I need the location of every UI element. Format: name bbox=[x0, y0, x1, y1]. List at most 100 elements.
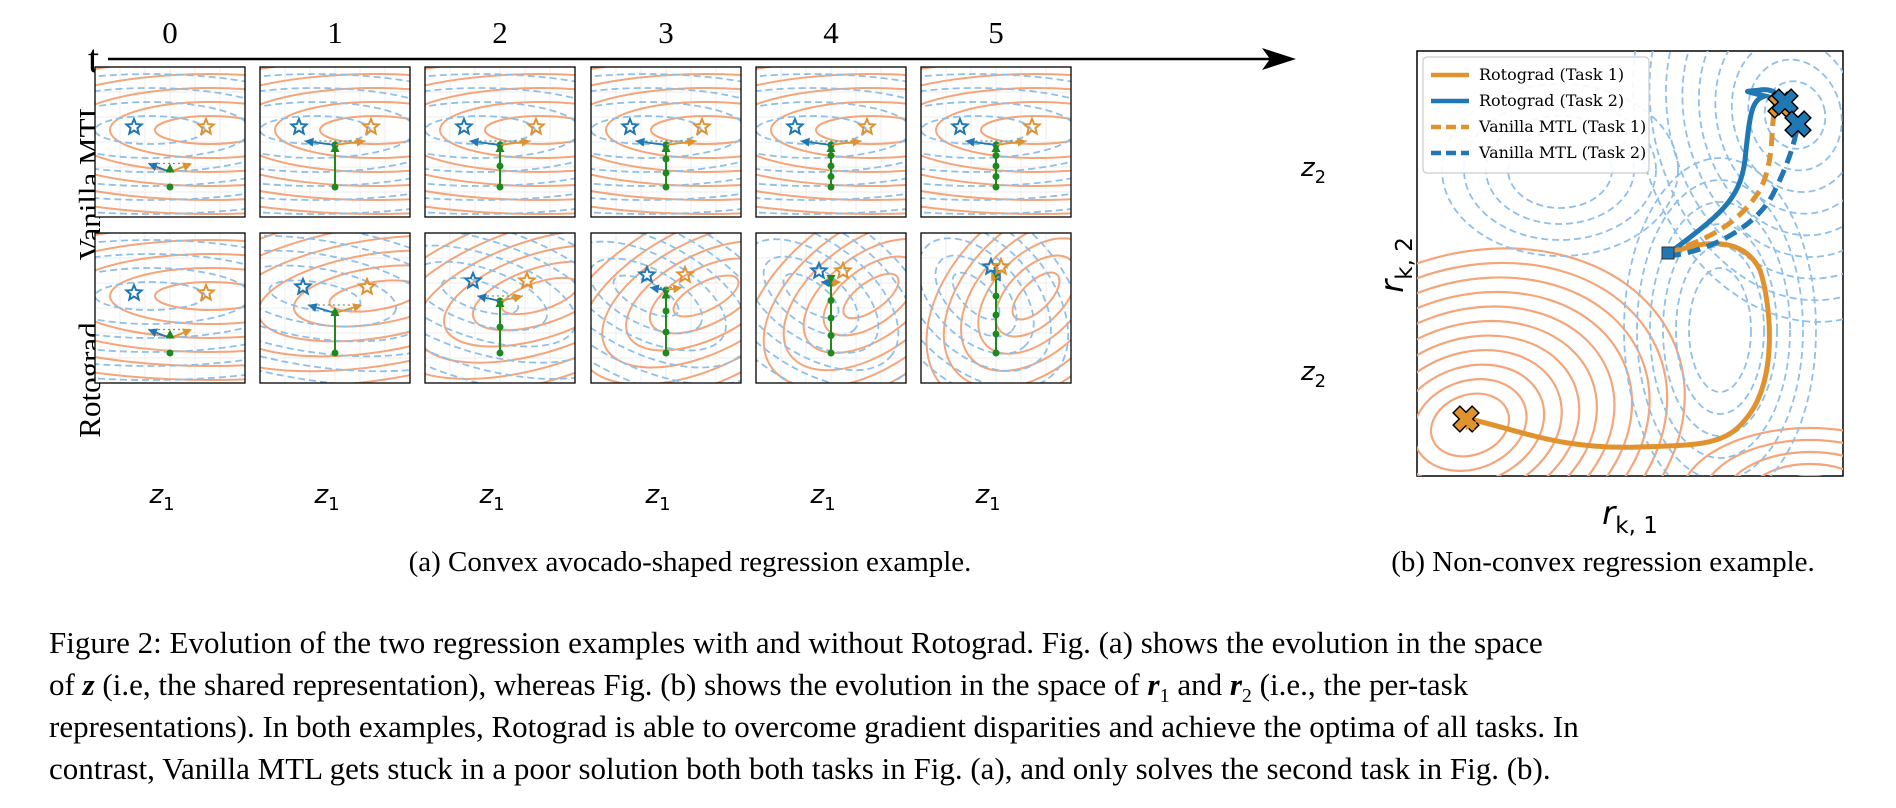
task1-gradient-head bbox=[672, 284, 683, 294]
task2-gradient bbox=[644, 141, 667, 146]
task1-gradient-head bbox=[181, 328, 192, 337]
shared-point bbox=[662, 349, 670, 357]
task2-gradient-head bbox=[649, 284, 660, 294]
z2-label: z2 bbox=[1300, 153, 1326, 188]
shared-point bbox=[662, 169, 670, 177]
task2-optimum-star-icon bbox=[619, 116, 641, 136]
panel-vanilla-t2 bbox=[424, 66, 576, 218]
task1-gradient-head bbox=[521, 137, 531, 147]
shared-point bbox=[992, 349, 1000, 357]
task1-gradient bbox=[334, 141, 357, 146]
time-tick-3: 3 bbox=[658, 15, 674, 50]
subcaption-a: (a) Convex avocado-shaped regression exa… bbox=[409, 546, 972, 578]
shared-point bbox=[992, 330, 1000, 338]
z1-label: z1 bbox=[478, 480, 504, 515]
panel-b: rk, 1 rk, 2 Rotograd (Task 1)Rotograd (T… bbox=[1373, 50, 1844, 539]
shared-point bbox=[992, 311, 1000, 319]
task2-gradient bbox=[313, 141, 336, 146]
task1-optimum-star-icon bbox=[516, 270, 538, 290]
task2-gradient-head bbox=[148, 328, 159, 337]
task1-optimum-star-icon bbox=[360, 116, 382, 136]
task1-gradient bbox=[499, 141, 522, 146]
task2-optimum-star-icon bbox=[949, 116, 971, 136]
task2-optimum-star-icon bbox=[784, 116, 806, 136]
caption-line-3: representations). In both examples, Roto… bbox=[49, 709, 1579, 744]
task1-optimum-star-icon bbox=[691, 116, 713, 136]
task1-gradient bbox=[665, 141, 688, 146]
task2-gradient-head bbox=[148, 162, 159, 171]
panel-vanilla-t3 bbox=[590, 66, 742, 218]
task1-gradient bbox=[334, 306, 354, 314]
shared-gradient-head bbox=[826, 275, 836, 284]
rotograd-task1-trajectory bbox=[1464, 241, 1772, 450]
task2-gradient bbox=[809, 141, 832, 146]
time-tick-4: 4 bbox=[823, 15, 839, 50]
task1-gradient bbox=[995, 141, 1018, 146]
task1-gradient-head bbox=[831, 278, 842, 288]
task1-optimum-star-icon bbox=[195, 116, 217, 136]
task1-optimum-star-icon bbox=[356, 276, 378, 296]
shared-point bbox=[331, 349, 339, 357]
panel-grid bbox=[94, 66, 1072, 384]
task2-optimum-star-icon bbox=[292, 276, 314, 296]
task1-optimum-star-icon bbox=[856, 116, 878, 136]
task2-optimum-star-icon bbox=[462, 270, 484, 290]
time-tick-0: 0 bbox=[162, 15, 178, 50]
panel-b-legend: Rotograd (Task 1) Rotograd (Task 2) Vanill… bbox=[1422, 56, 1650, 174]
panel-vanilla-t0 bbox=[94, 66, 246, 218]
z2-label: z2 bbox=[1300, 357, 1326, 392]
z1-label: z1 bbox=[974, 480, 1000, 515]
task1-gradient-head bbox=[1017, 137, 1027, 147]
panel-rotograd-t5 bbox=[920, 232, 1072, 384]
legend-entry: Rotograd (Task 2) bbox=[1431, 91, 1624, 110]
panel-vanilla-t4 bbox=[755, 66, 907, 218]
task2-optimum-star-icon bbox=[808, 260, 830, 280]
shared-gradient-head bbox=[165, 329, 175, 339]
task2-optimum-star-icon bbox=[123, 116, 145, 136]
time-axis: t 0 1 2 3 4 5 bbox=[88, 15, 1296, 81]
panel-rotograd-t1 bbox=[259, 232, 411, 384]
subcaption-b: (b) Non-convex regression example. bbox=[1391, 546, 1815, 578]
task1-optimum-star-icon bbox=[674, 264, 696, 284]
time-tick-5: 5 bbox=[988, 15, 1004, 50]
shared-point bbox=[496, 349, 504, 357]
task2-gradient-head bbox=[477, 293, 487, 303]
shared-point bbox=[496, 183, 504, 191]
task2-gradient-head bbox=[635, 137, 645, 147]
vanilla-task1-trajectory bbox=[1666, 107, 1778, 257]
task1-gradient-head bbox=[181, 162, 192, 171]
panel-vanilla-t1 bbox=[259, 66, 411, 218]
rotograd-task2-trajectory bbox=[1666, 87, 1787, 256]
shared-gradient-head bbox=[826, 143, 836, 152]
task2-optimum-star-icon bbox=[123, 282, 145, 302]
panel-rotograd-t4 bbox=[755, 232, 907, 384]
shared-point bbox=[992, 173, 1000, 180]
shared-point bbox=[496, 162, 504, 170]
task2-gradient-head bbox=[307, 303, 318, 312]
time-tick-1: 1 bbox=[327, 15, 343, 50]
z1-label: z1 bbox=[313, 480, 339, 515]
task1-gradient bbox=[830, 141, 853, 146]
legend-entry: Vanilla MTL (Task 2) bbox=[1431, 143, 1646, 162]
task2-optimum-star-icon bbox=[453, 116, 475, 136]
task1-optimum-star-icon bbox=[525, 116, 547, 136]
caption-line-1: Figure 2: Evolution of the two regressio… bbox=[49, 625, 1543, 660]
panel-rotograd-t3 bbox=[590, 232, 742, 384]
task1-optimum-star-icon bbox=[1462, 416, 1478, 431]
shared-point bbox=[827, 162, 835, 170]
shared-point bbox=[166, 349, 174, 357]
shared-gradient-head bbox=[330, 143, 340, 152]
shared-point bbox=[166, 183, 174, 191]
task2-gradient bbox=[478, 141, 501, 146]
task1-gradient-head bbox=[513, 293, 523, 303]
vanilla-task2-trajectory bbox=[1667, 123, 1801, 259]
task2-gradient bbox=[485, 297, 501, 302]
shared-gradient-head bbox=[991, 143, 1001, 152]
shared-point bbox=[662, 183, 670, 191]
task1-gradient bbox=[665, 287, 674, 291]
legend-entry: Vanilla MTL (Task 1) bbox=[1431, 117, 1646, 136]
shared-point bbox=[827, 314, 835, 322]
caption-line-2: of z (i.e, the shared representation), w… bbox=[49, 667, 1469, 708]
shared-gradient-head bbox=[495, 298, 505, 307]
shared-point bbox=[827, 183, 835, 191]
